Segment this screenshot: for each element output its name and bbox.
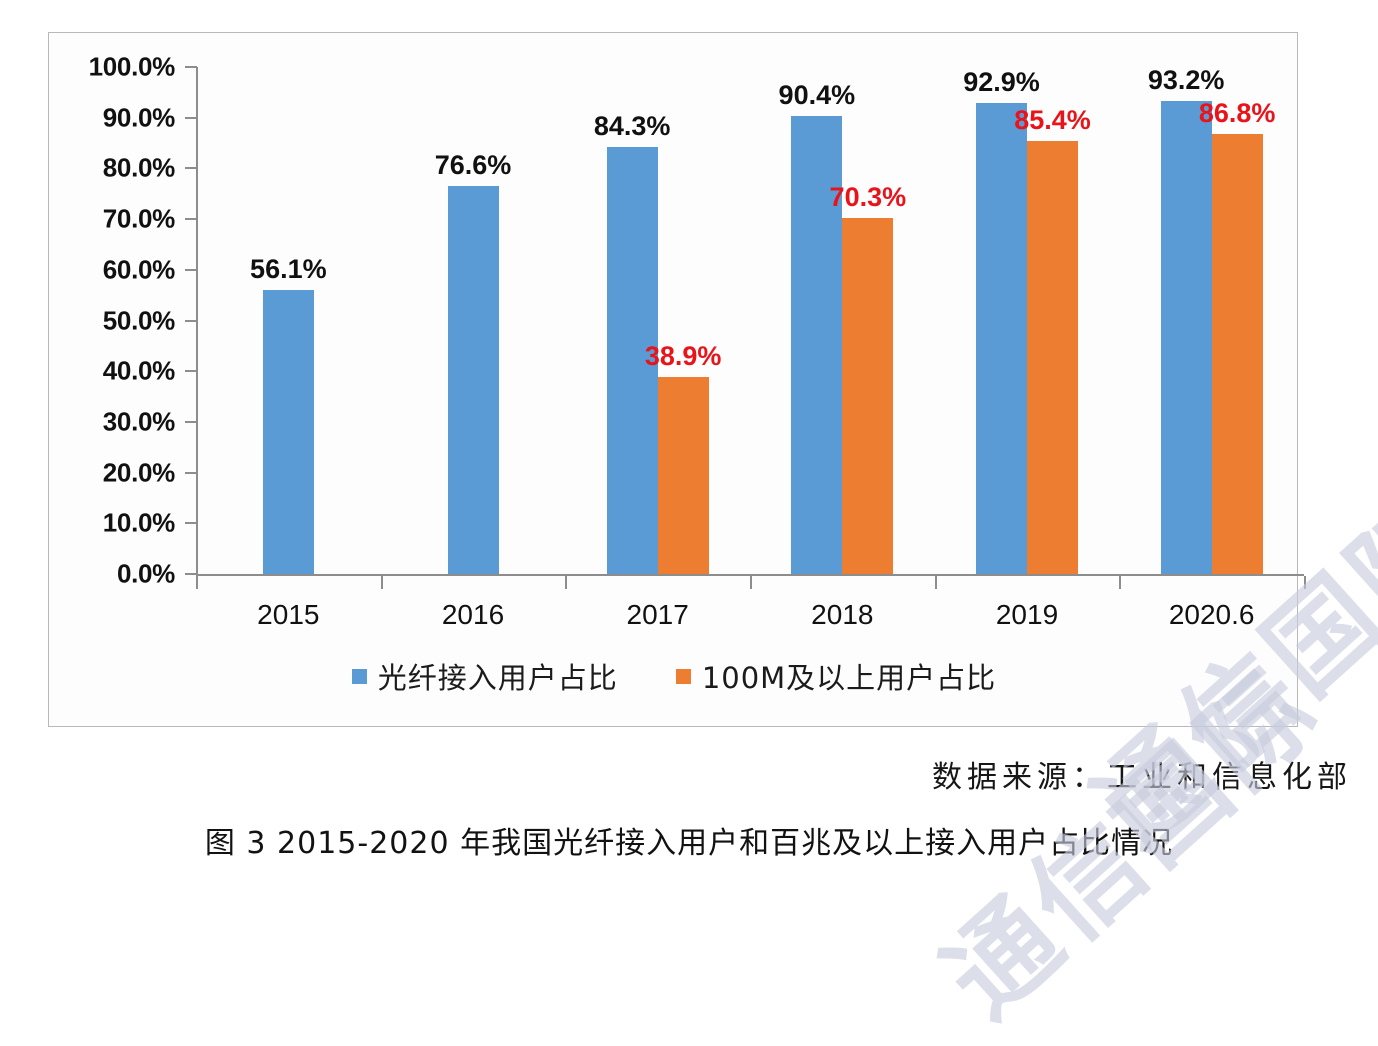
x-axis-tick-label: 2020.6 xyxy=(1168,599,1255,630)
x-axis-tick xyxy=(565,576,568,589)
y-axis-tick xyxy=(185,218,197,221)
x-axis-tick xyxy=(934,576,937,589)
y-axis-tick xyxy=(185,370,197,373)
x-axis-line xyxy=(196,574,1304,576)
bar xyxy=(606,146,658,574)
y-axis-tick-label: 80.0% xyxy=(102,152,176,183)
chart-legend: 光纤接入用户占比 100M及以上用户占比 xyxy=(49,655,1299,697)
bar xyxy=(657,376,709,574)
y-axis-tick xyxy=(185,167,197,170)
y-axis-tick-label: 20.0% xyxy=(102,457,176,488)
x-axis-tick xyxy=(196,576,198,589)
bar-value-label: 56.1% xyxy=(250,253,327,284)
legend-label: 100M及以上用户占比 xyxy=(701,661,997,695)
y-axis-tick xyxy=(185,420,197,423)
bar-value-label: 84.3% xyxy=(593,110,671,141)
bar xyxy=(1160,101,1212,574)
chart-frame: 0.0% 10.0% 20.0% 30.0% 40.0% 50.0% 60.0% 70.0% 8… xyxy=(48,32,1306,727)
x-axis-tick xyxy=(380,576,383,589)
legend-item[interactable]: 光纤接入用户占比 xyxy=(351,655,618,697)
plot-area: 56.1% 76.6% 84.3% 38.9% 90.4% 70.3% 92.9% 85.4%… xyxy=(196,65,1300,574)
y-axis-tick xyxy=(185,116,197,119)
x-axis-tick xyxy=(1119,576,1122,589)
y-axis-tick-label: 40.0% xyxy=(102,355,176,386)
bar-value-label: 93.2% xyxy=(1147,65,1225,96)
y-axis-tick-label: 10.0% xyxy=(102,507,176,538)
y-axis-tick xyxy=(185,66,197,68)
bar xyxy=(1211,133,1263,574)
y-axis-tick-label: 60.0% xyxy=(102,254,176,285)
legend-item[interactable]: 100M及以上用户占比 xyxy=(675,655,997,697)
y-axis-tick-label: 70.0% xyxy=(102,203,176,234)
bar xyxy=(1027,141,1078,574)
data-source-note: 数据来源：工业和信息化部 xyxy=(932,760,1352,795)
x-axis-tick-label: 2017 xyxy=(626,599,689,630)
y-axis-tick xyxy=(185,522,197,525)
y-axis-tick-label: 30.0% xyxy=(102,406,176,437)
y-axis-tick-label: 90.0% xyxy=(102,102,176,133)
y-axis-tick xyxy=(185,268,197,271)
x-axis-tick-label: 2015 xyxy=(257,599,320,630)
x-axis-tick xyxy=(750,576,752,589)
x-axis-tick-label: 2016 xyxy=(441,599,505,630)
figure-caption: 图 3 2015-2020 年我国光纤接入用户和百兆及以上接入用户占比情况 xyxy=(204,826,1174,861)
bar xyxy=(262,289,314,574)
x-axis-tick-label: 2018 xyxy=(811,599,874,630)
x-axis-tick xyxy=(1304,576,1306,589)
legend-label: 光纤接入用户占比 xyxy=(377,661,618,695)
y-axis-tick xyxy=(185,573,197,575)
bar-value-label: 70.3% xyxy=(829,181,907,212)
bar-value-label: 85.4% xyxy=(1014,105,1091,136)
bar-value-label: 76.6% xyxy=(434,149,512,180)
bar-value-label: 38.9% xyxy=(644,340,722,371)
y-axis-tick-label: 0.0% xyxy=(116,558,175,589)
bar xyxy=(791,115,843,574)
bar-value-label: 86.8% xyxy=(1198,97,1276,128)
bar xyxy=(976,103,1027,574)
y-axis-tick xyxy=(185,471,197,474)
legend-swatch-icon xyxy=(351,668,367,684)
legend-swatch-icon xyxy=(675,668,691,684)
bar-value-label: 92.9% xyxy=(963,67,1040,97)
bar xyxy=(842,217,894,574)
y-axis-tick xyxy=(185,319,197,322)
bar-value-label: 90.4% xyxy=(778,79,856,110)
y-axis-tick-label: 100.0% xyxy=(88,51,176,82)
x-axis-tick-label: 2019 xyxy=(995,599,1059,630)
y-axis-tick-label: 50.0% xyxy=(102,305,176,335)
y-axis-line xyxy=(196,67,198,575)
bar xyxy=(447,185,499,574)
